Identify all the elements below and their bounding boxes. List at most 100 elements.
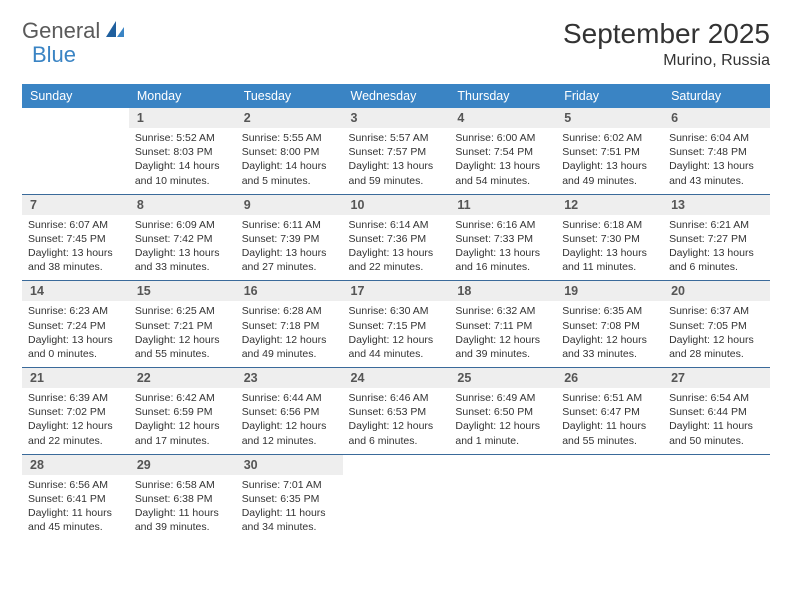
- day-info: Sunrise: 5:52 AMSunset: 8:03 PMDaylight:…: [135, 131, 230, 188]
- sunset-text: Sunset: 6:53 PM: [349, 405, 444, 419]
- sunset-text: Sunset: 7:57 PM: [349, 145, 444, 159]
- dow-friday: Friday: [556, 84, 663, 108]
- daylight-text: Daylight: 14 hours and 5 minutes.: [242, 159, 337, 187]
- day-number: 3: [343, 108, 450, 128]
- calendar-cell: 9Sunrise: 6:11 AMSunset: 7:39 PMDaylight…: [236, 194, 343, 281]
- calendar-cell: 7Sunrise: 6:07 AMSunset: 7:45 PMDaylight…: [22, 194, 129, 281]
- daylight-text: Daylight: 13 hours and 43 minutes.: [669, 159, 764, 187]
- calendar-row: 14Sunrise: 6:23 AMSunset: 7:24 PMDayligh…: [22, 281, 770, 368]
- sunrise-text: Sunrise: 6:35 AM: [562, 304, 657, 318]
- day-info: Sunrise: 6:42 AMSunset: 6:59 PMDaylight:…: [135, 391, 230, 448]
- logo-sail-icon: [104, 19, 126, 44]
- day-info: Sunrise: 6:14 AMSunset: 7:36 PMDaylight:…: [349, 218, 444, 275]
- location: Murino, Russia: [563, 52, 770, 70]
- day-number: 19: [556, 281, 663, 301]
- sunrise-text: Sunrise: 6:44 AM: [242, 391, 337, 405]
- daylight-text: Daylight: 12 hours and 55 minutes.: [135, 333, 230, 361]
- day-number: 23: [236, 368, 343, 388]
- daylight-text: Daylight: 11 hours and 39 minutes.: [135, 506, 230, 534]
- calendar-cell: 27 Sunrise: 6:54 AMSunset: 6:44 PMDayligh…: [663, 368, 770, 455]
- calendar-cell: 13Sunrise: 6:21 AMSunset: 7:27 PMDayligh…: [663, 194, 770, 281]
- sunrise-text: Sunrise: 6:54 AM: [669, 391, 764, 405]
- sunset-text: Sunset: 7:42 PM: [135, 232, 230, 246]
- sunrise-text: Sunrise: 6:28 AM: [242, 304, 337, 318]
- sunrise-text: Sunrise: 6:42 AM: [135, 391, 230, 405]
- sunset-text: Sunset: 7:24 PM: [28, 319, 123, 333]
- calendar-cell: 18Sunrise: 6:32 AMSunset: 7:11 PMDayligh…: [449, 281, 556, 368]
- calendar-cell: 8 Sunrise: 6:09 AMSunset: 7:42 PMDaylight…: [129, 194, 236, 281]
- sunset-text: Sunset: 7:15 PM: [349, 319, 444, 333]
- daylight-text: Daylight: 13 hours and 33 minutes.: [135, 246, 230, 274]
- sunset-text: Sunset: 7:18 PM: [242, 319, 337, 333]
- logo: General: [22, 18, 128, 44]
- day-info: Sunrise: 6:16 AMSunset: 7:33 PMDaylight:…: [455, 218, 550, 275]
- sunrise-text: Sunrise: 6:02 AM: [562, 131, 657, 145]
- dow-tuesday: Tuesday: [236, 84, 343, 108]
- sunset-text: Sunset: 7:48 PM: [669, 145, 764, 159]
- sunrise-text: Sunrise: 6:58 AM: [135, 478, 230, 492]
- sunrise-text: Sunrise: 6:39 AM: [28, 391, 123, 405]
- calendar-cell: 12Sunrise: 6:18 AMSunset: 7:30 PMDayligh…: [556, 194, 663, 281]
- sunrise-text: Sunrise: 6:11 AM: [242, 218, 337, 232]
- sunrise-text: Sunrise: 6:21 AM: [669, 218, 764, 232]
- daylight-text: Daylight: 13 hours and 54 minutes.: [455, 159, 550, 187]
- calendar-cell: 1 Sunrise: 5:52 AMSunset: 8:03 PMDaylight…: [129, 108, 236, 194]
- calendar-cell: 20Sunrise: 6:37 AMSunset: 7:05 PMDayligh…: [663, 281, 770, 368]
- daylight-text: Daylight: 12 hours and 33 minutes.: [562, 333, 657, 361]
- sunrise-text: Sunrise: 5:52 AM: [135, 131, 230, 145]
- day-info: Sunrise: 5:55 AMSunset: 8:00 PMDaylight:…: [242, 131, 337, 188]
- calendar-cell: 16Sunrise: 6:28 AMSunset: 7:18 PMDayligh…: [236, 281, 343, 368]
- sunset-text: Sunset: 8:03 PM: [135, 145, 230, 159]
- day-number: 1: [129, 108, 236, 128]
- day-info: Sunrise: 6:54 AMSunset: 6:44 PMDaylight:…: [669, 391, 764, 448]
- calendar-cell: 2Sunrise: 5:55 AMSunset: 8:00 PMDaylight…: [236, 108, 343, 194]
- day-info: Sunrise: 6:25 AMSunset: 7:21 PMDaylight:…: [135, 304, 230, 361]
- day-info: Sunrise: 6:39 AMSunset: 7:02 PMDaylight:…: [28, 391, 123, 448]
- sunset-text: Sunset: 7:39 PM: [242, 232, 337, 246]
- day-number: 8: [129, 195, 236, 215]
- sunset-text: Sunset: 6:44 PM: [669, 405, 764, 419]
- day-info: Sunrise: 6:37 AMSunset: 7:05 PMDaylight:…: [669, 304, 764, 361]
- calendar-head: Sunday Monday Tuesday Wednesday Thursday…: [22, 84, 770, 108]
- day-number: 27: [663, 368, 770, 388]
- sunrise-text: Sunrise: 6:09 AM: [135, 218, 230, 232]
- sunset-text: Sunset: 6:50 PM: [455, 405, 550, 419]
- day-info: Sunrise: 5:57 AMSunset: 7:57 PMDaylight:…: [349, 131, 444, 188]
- daylight-text: Daylight: 12 hours and 28 minutes.: [669, 333, 764, 361]
- daylight-text: Daylight: 12 hours and 6 minutes.: [349, 419, 444, 447]
- sunrise-text: Sunrise: 6:30 AM: [349, 304, 444, 318]
- day-info: Sunrise: 6:49 AMSunset: 6:50 PMDaylight:…: [455, 391, 550, 448]
- calendar-row: 7Sunrise: 6:07 AMSunset: 7:45 PMDaylight…: [22, 194, 770, 281]
- calendar-row: 1Sunrise: 5:52 AMSunset: 8:03 PMDaylight…: [22, 108, 770, 194]
- calendar-row: 21Sunrise: 6:39 AMSunset: 7:02 PMDayligh…: [22, 368, 770, 455]
- calendar-cell: 17Sunrise: 6:30 AMSunset: 7:15 PMDayligh…: [343, 281, 450, 368]
- calendar-cell: 28Sunrise: 6:56 AMSunset: 6:41 PMDayligh…: [22, 454, 129, 540]
- day-info: Sunrise: 6:51 AMSunset: 6:47 PMDaylight:…: [562, 391, 657, 448]
- sunset-text: Sunset: 6:38 PM: [135, 492, 230, 506]
- sunset-text: Sunset: 6:47 PM: [562, 405, 657, 419]
- calendar-cell: [449, 454, 556, 540]
- calendar-cell: 19 Sunrise: 6:35 AMSunset: 7:08 PMDayligh…: [556, 281, 663, 368]
- sunset-text: Sunset: 7:36 PM: [349, 232, 444, 246]
- daylight-text: Daylight: 14 hours and 10 minutes.: [135, 159, 230, 187]
- sunrise-text: Sunrise: 6:51 AM: [562, 391, 657, 405]
- daylight-text: Daylight: 12 hours and 39 minutes.: [455, 333, 550, 361]
- day-number: 13: [663, 195, 770, 215]
- title-block: September 2025 Murino, Russia: [563, 18, 770, 70]
- day-info: Sunrise: 6:35 AMSunset: 7:08 PMDaylight:…: [562, 304, 657, 361]
- calendar-cell: 23Sunrise: 6:44 AMSunset: 6:56 PMDayligh…: [236, 368, 343, 455]
- calendar-table: Sunday Monday Tuesday Wednesday Thursday…: [22, 84, 770, 540]
- day-info: Sunrise: 6:09 AMSunset: 7:42 PMDaylight:…: [135, 218, 230, 275]
- calendar-cell: [22, 108, 129, 194]
- day-info: Sunrise: 6:00 AMSunset: 7:54 PMDaylight:…: [455, 131, 550, 188]
- day-info: Sunrise: 6:07 AMSunset: 7:45 PMDaylight:…: [28, 218, 123, 275]
- day-info: Sunrise: 6:30 AMSunset: 7:15 PMDaylight:…: [349, 304, 444, 361]
- sunrise-text: Sunrise: 6:04 AM: [669, 131, 764, 145]
- sunset-text: Sunset: 8:00 PM: [242, 145, 337, 159]
- sunrise-text: Sunrise: 6:37 AM: [669, 304, 764, 318]
- day-number: 28: [22, 455, 129, 475]
- daylight-text: Daylight: 13 hours and 22 minutes.: [349, 246, 444, 274]
- daylight-text: Daylight: 12 hours and 1 minute.: [455, 419, 550, 447]
- calendar-cell: 11Sunrise: 6:16 AMSunset: 7:33 PMDayligh…: [449, 194, 556, 281]
- sunset-text: Sunset: 7:30 PM: [562, 232, 657, 246]
